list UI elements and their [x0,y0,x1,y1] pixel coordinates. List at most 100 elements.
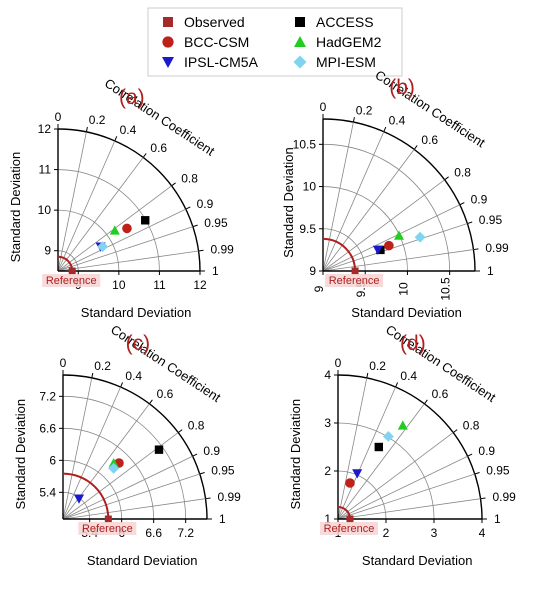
reference-label: Reference [324,523,375,535]
reference-label-bg [78,522,137,535]
corr-tick [366,372,369,379]
corr-ray [57,131,87,272]
corr-ray [57,250,199,272]
y-tick-label: 12 [38,122,52,136]
taylor-panel: 00.20.40.60.80.90.950.99199101011111212R… [8,75,234,320]
data-point [393,230,405,240]
corr-ray [337,432,454,520]
corr-ray [322,204,460,272]
corr-tick-label: 0.99 [492,490,516,504]
grid-arc [62,395,187,520]
y-tick-label: 5.4 [39,485,56,499]
corr-tick-label: 0.8 [463,418,480,432]
x-tick-label: 7.2 [177,526,194,540]
corr-ray [62,386,121,520]
corr-tick [192,453,198,457]
corr-tick [473,248,479,251]
corr-tick [148,399,153,405]
corr-tick-label: 0.2 [356,103,373,117]
grid-arc [57,209,120,272]
legend-label: HadGEM2 [316,34,382,50]
reference-label: Reference [329,275,380,287]
corr-tick [142,153,147,158]
corr-tick-label: 0.4 [125,369,142,383]
reference-label-bg [42,274,101,287]
corr-tick [459,202,465,206]
reference-label-bg [320,522,378,535]
corr-tick [452,429,458,434]
corr-ray [322,179,445,272]
y-tick-label: 6 [49,453,56,467]
corr-tick-label: 0.95 [204,216,228,230]
data-point [414,231,426,243]
legend-box [147,7,403,77]
corr-tick-label: 1 [487,264,494,278]
reference-label: Reference [46,275,97,287]
outer-arc [62,374,208,520]
corr-ray [322,223,468,272]
grid-arc [62,459,123,520]
corr-tick-label: 0.6 [432,387,449,401]
y-tick-label: 3 [324,416,331,430]
y-tick-label: 10 [38,203,52,217]
corr-ray [62,498,206,520]
legend-label: Observed [184,14,245,30]
x-tick-label: 10 [112,278,126,292]
x-tick-label: 2 [383,526,390,540]
corr-tick [480,497,486,500]
panel-label: (d) [400,332,426,355]
legend-marker [162,57,174,68]
grid-arc [322,186,408,272]
y-tick-label: 9 [309,264,316,278]
corr-tick-label: 0.99 [210,242,234,256]
y-axis-label: Standard Deviation [288,399,303,510]
corr-tick [85,126,88,132]
corr-ray [62,377,93,520]
corr-tick [423,399,428,405]
x-tick-label: 12 [193,278,207,292]
data-point [352,469,363,479]
corr-tick [205,497,211,500]
corr-ray [337,498,481,520]
y-axis-label: Standard Deviation [8,152,23,263]
corr-tick-label: 0.6 [150,141,167,155]
data-point [345,478,355,488]
corr-ray [62,455,193,520]
corr-tick-label: 0.8 [454,166,471,180]
corr-ray [322,121,354,272]
taylor-panel: 0 0.20.40.60.80.90.950.991999.59.5101010.… [281,67,509,320]
corr-tick-label: 0.4 [400,369,417,383]
taylor-panel: 00.20.40.60.80.90.950.9915.45.4666.66.67… [13,322,241,568]
outer-arc [322,118,476,272]
corr-tick [474,471,480,475]
outer-arc [57,128,201,272]
legend-label: BCC-CSM [184,34,249,50]
corr-tick [352,117,355,123]
corr-ray [322,131,385,272]
legend: Observed ACCESS BCC-CSM HadGEM2 IPSL-CM5A MPI… [147,7,403,77]
corr-tick-label: 0.6 [157,387,174,401]
corr-tick-label: 0.2 [94,359,111,373]
legend-marker [294,36,306,47]
corr-ray [322,249,474,272]
legend-marker [295,17,305,27]
reference-point [346,515,354,523]
corr-ray [337,473,475,520]
data-point [109,225,120,235]
corr-tick-label: 0 [55,110,62,124]
corr-ray [337,386,396,520]
corr-tick [185,206,191,210]
corr-tick-label: 0 [335,356,342,370]
corr-tick-label: 1 [219,512,226,526]
y-tick-label: 1 [324,512,331,526]
x-tick-label: 10.5 [439,277,453,301]
corr-tick-label: 0.99 [217,490,241,504]
legend-item: HadGEM2 [294,34,382,50]
y-tick-label: 2 [324,464,331,478]
legend-label: ACCESS [316,14,374,30]
reference-arc [322,237,357,272]
data-point [141,216,150,225]
panel-label: (b) [389,76,415,99]
corr-tick-label: 1 [494,512,501,526]
